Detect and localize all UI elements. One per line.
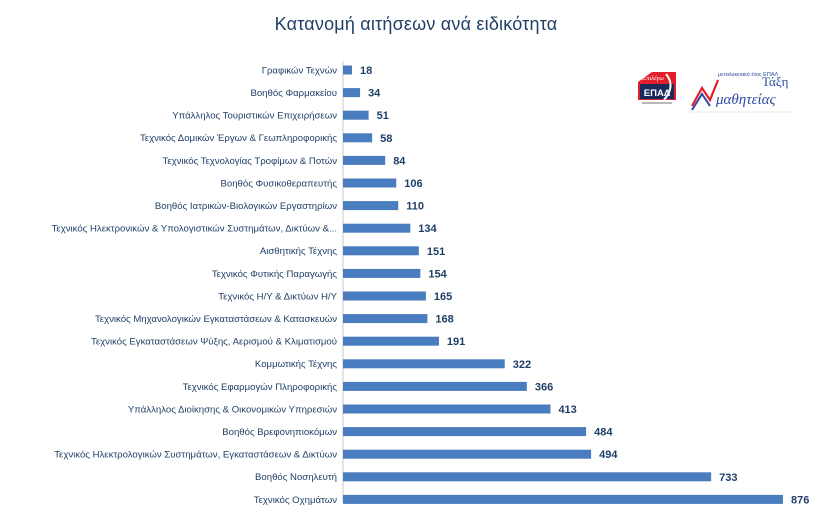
value-label-10: 165 xyxy=(434,291,452,303)
category-labels-group: Γραφικών Τεχνών Βοηθός Φαρμακείου Υπάλληλο… xyxy=(52,65,338,505)
category-label-14: Τεχνικός Εφαρμογών Πληροφορικής xyxy=(183,382,338,393)
value-label-5: 106 xyxy=(404,178,422,190)
bar-14 xyxy=(343,381,527,391)
value-label-3: 58 xyxy=(380,133,392,145)
category-label-15: Υπάλληλος Διοίκησης & Οικονομικών Υπηρεσ… xyxy=(128,404,337,415)
value-label-13: 322 xyxy=(513,359,531,371)
bar-15 xyxy=(343,404,551,414)
bar-6 xyxy=(343,201,399,211)
category-label-8: Αισθητικής Τέχνης xyxy=(260,246,338,257)
value-label-11: 168 xyxy=(435,314,453,326)
category-label-0: Γραφικών Τεχνών xyxy=(262,65,338,76)
value-label-7: 134 xyxy=(418,223,437,235)
category-label-10: Τεχνικός Η/Υ & Δικτύων Η/Υ xyxy=(218,291,337,302)
value-label-15: 413 xyxy=(558,404,576,416)
value-label-0: 18 xyxy=(360,65,372,77)
category-label-3: Τεχνικός Δομικών Έργων & Γεωπληροφορικής xyxy=(140,133,337,144)
bar-4 xyxy=(343,155,386,165)
category-label-7: Τεχνικός Ηλεκτρονικών & Υπολογιστικών Συ… xyxy=(52,224,337,235)
bar-17 xyxy=(343,449,592,459)
bar-10 xyxy=(343,291,426,301)
taxi-logo-word2: μαθητείας xyxy=(715,92,777,108)
category-label-4: Τεχνικός Τεχνολογίας Τροφίμων & Ποτών xyxy=(163,156,338,167)
epal-logo-script: Επιλέγω xyxy=(641,75,664,82)
category-label-13: Κομμωτικής Τέχνης xyxy=(255,359,337,370)
value-label-12: 191 xyxy=(447,336,465,348)
epal-logo: ΕΠΑΛ Επιλέγω xyxy=(636,68,678,110)
bar-12 xyxy=(343,336,439,346)
bars-group xyxy=(343,65,783,504)
bar-18 xyxy=(343,472,712,482)
value-label-9: 154 xyxy=(428,268,447,280)
value-label-8: 151 xyxy=(427,246,445,258)
bar-7 xyxy=(343,223,411,233)
category-label-6: Βοηθός Ιατρικών-Βιολογικών Εργαστηρίων xyxy=(155,201,337,212)
bar-3 xyxy=(343,133,373,143)
value-label-6: 110 xyxy=(406,201,424,213)
value-label-19: 876 xyxy=(791,494,809,506)
value-label-14: 366 xyxy=(535,381,553,393)
category-label-18: Βοηθός Νοσηλευτή xyxy=(255,472,337,483)
bar-0 xyxy=(343,65,353,75)
bar-9 xyxy=(343,268,421,278)
bar-1 xyxy=(343,88,361,98)
bar-5 xyxy=(343,178,397,188)
category-label-9: Τεχνικός Φυτικής Παραγωγής xyxy=(212,269,337,280)
category-label-12: Τεχνικός Εγκαταστάσεων Ψύξης, Αερισμού &… xyxy=(91,337,337,348)
category-label-5: Βοηθός Φυσικοθεραπευτής xyxy=(220,178,337,189)
category-label-1: Βοηθός Φαρμακείου xyxy=(250,88,337,99)
category-label-11: Τεχνικός Μηχανολογικών Εγκαταστάσεων & Κ… xyxy=(95,314,337,325)
value-label-1: 34 xyxy=(368,88,381,100)
value-label-4: 84 xyxy=(393,155,406,167)
bar-16 xyxy=(343,427,587,437)
category-label-19: Τεχνικός Οχημάτων xyxy=(254,495,337,506)
category-label-17: Τεχνικός Ηλεκτρολογικών Συστημάτων, Εγκα… xyxy=(54,450,337,461)
bar-8 xyxy=(343,246,419,256)
value-label-16: 484 xyxy=(594,427,613,439)
taxi-logo-small-text: μεταλυκειακό έτος ΕΠΑΛ xyxy=(718,71,778,78)
bar-19 xyxy=(343,494,783,504)
taxi-logo-word1: Τάξη xyxy=(762,74,789,89)
category-label-16: Βοηθός Βρεφονηπιοκόμων xyxy=(222,427,337,438)
epal-logo-graphic: ΕΠΑΛ Επιλέγω xyxy=(638,72,676,104)
bar-2 xyxy=(343,110,369,120)
chart-title: Κατανομή αιτήσεων ανά ειδικότητα xyxy=(274,14,558,34)
bar-13 xyxy=(343,359,505,369)
epal-logo-text: ΕΠΑΛ xyxy=(644,88,671,99)
value-label-17: 494 xyxy=(599,449,618,461)
bar-11 xyxy=(343,314,428,324)
taxi-mathiteias-logo: μεταλυκειακό έτος ΕΠΑΛ Τάξη μαθητείας xyxy=(688,66,794,114)
value-label-2: 51 xyxy=(377,110,389,122)
value-label-18: 733 xyxy=(719,472,737,484)
taxi-logo-graphic: μεταλυκειακό έτος ΕΠΑΛ Τάξη μαθητείας xyxy=(690,71,792,113)
category-label-2: Υπάλληλος Τουριστικών Επιχειρήσεων xyxy=(172,111,337,122)
